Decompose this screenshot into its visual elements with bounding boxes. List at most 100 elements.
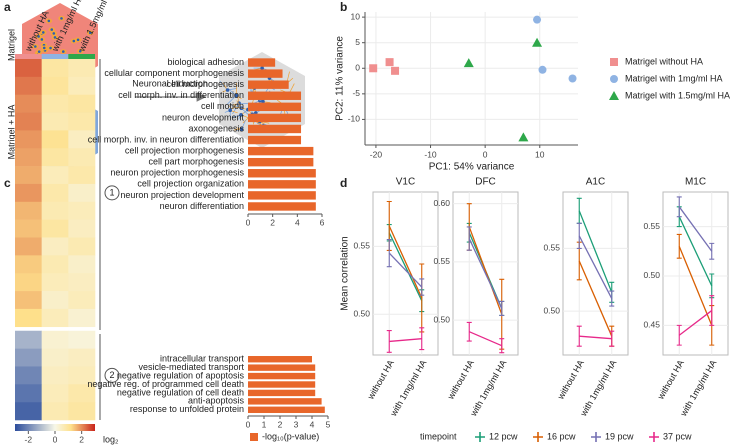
x-tick-label: 6 bbox=[320, 217, 325, 227]
category-label: negative regulation of apoptosis bbox=[117, 370, 245, 380]
legend-label: 37 pcw bbox=[663, 431, 692, 441]
legend-swatch bbox=[610, 58, 618, 66]
legend-swatch bbox=[591, 432, 601, 442]
point bbox=[568, 74, 577, 83]
chart-title: M1C bbox=[685, 177, 706, 188]
category-label: neuron differentiation bbox=[160, 201, 244, 211]
neuron bbox=[228, 108, 232, 113]
nucleus bbox=[78, 49, 82, 53]
heat-cell bbox=[68, 348, 96, 367]
heat-cell bbox=[15, 130, 42, 149]
y-tick-label: -10 bbox=[348, 114, 361, 124]
category-label: response to unfolded protein bbox=[130, 404, 244, 414]
nucleus bbox=[37, 35, 40, 38]
x-axis-label: PC1: 54% variance bbox=[429, 162, 515, 173]
nucleus bbox=[60, 17, 63, 20]
legend-swatch bbox=[250, 433, 258, 441]
heat-cell bbox=[15, 308, 42, 328]
heat-cell bbox=[41, 59, 69, 78]
chart-title: A1C bbox=[586, 177, 605, 188]
plot-frame bbox=[372, 191, 439, 356]
heat-cell bbox=[68, 76, 96, 95]
x-tick-label: 2 bbox=[278, 419, 283, 429]
neurite bbox=[228, 102, 240, 107]
error-bar bbox=[576, 325, 582, 347]
chart-title: DFC bbox=[475, 177, 496, 188]
legend-label: -log₁₀(p-value) bbox=[262, 431, 319, 441]
series-line bbox=[468, 331, 503, 347]
y-tick-label: 10 bbox=[351, 11, 361, 21]
x-tick-label: with 1mg/ml HA bbox=[678, 358, 719, 418]
neuron bbox=[239, 113, 243, 117]
bar bbox=[248, 80, 289, 89]
heat-cell bbox=[41, 402, 69, 421]
x-tick-label: -10 bbox=[424, 149, 437, 159]
matrigel-ha-label: Matrigel + HA bbox=[6, 105, 16, 160]
legend-swatch bbox=[475, 432, 485, 442]
error-bar bbox=[386, 330, 392, 353]
heat-cell bbox=[41, 201, 69, 220]
series-line bbox=[388, 225, 423, 299]
nucleus bbox=[76, 38, 80, 42]
y-tick-label: 0.50 bbox=[543, 305, 560, 315]
heat-cell bbox=[68, 148, 96, 167]
heat-cell bbox=[15, 76, 42, 95]
series-line bbox=[468, 226, 503, 315]
cluster-badge bbox=[104, 367, 120, 383]
x-tick-label: 10 bbox=[535, 149, 545, 159]
column-strip bbox=[15, 54, 42, 59]
x-tick-label: without HA bbox=[445, 358, 476, 402]
error-bar bbox=[466, 226, 472, 251]
bar bbox=[248, 191, 316, 200]
y-tick-label: 0.55 bbox=[543, 243, 560, 253]
bar bbox=[248, 398, 322, 405]
category-label: anti-apoptosis bbox=[188, 396, 245, 406]
neurite bbox=[227, 95, 237, 105]
y-tick-label: 0.55 bbox=[433, 256, 450, 266]
bar bbox=[248, 364, 316, 371]
x-tick-label: 4 bbox=[310, 419, 315, 429]
error-bar bbox=[709, 242, 715, 260]
bar bbox=[248, 146, 314, 156]
nucleus bbox=[34, 45, 37, 48]
heat-cell bbox=[41, 255, 69, 274]
heat-cell bbox=[15, 237, 42, 256]
y-tick-label: 0 bbox=[355, 63, 360, 73]
heat-cell bbox=[41, 219, 69, 238]
cluster-label: 2 bbox=[109, 370, 114, 380]
series-line bbox=[389, 338, 422, 343]
series-line bbox=[678, 310, 713, 336]
nucleus bbox=[49, 46, 52, 50]
series-line bbox=[468, 238, 503, 309]
nucleus bbox=[53, 36, 57, 39]
category-label: cell morphogenesis bbox=[166, 79, 244, 89]
heat-cell bbox=[15, 112, 42, 131]
point bbox=[533, 15, 542, 24]
colorbar bbox=[15, 424, 95, 431]
point bbox=[538, 65, 547, 74]
x-tick-label: with 1mg/ml HA bbox=[578, 358, 619, 418]
point bbox=[532, 37, 543, 47]
heat-cell bbox=[15, 166, 42, 185]
category-label: cell motion bbox=[201, 101, 244, 111]
legend-label: 16 pcw bbox=[547, 431, 576, 441]
column-strip bbox=[41, 54, 69, 59]
category-label: axonogenesis bbox=[188, 123, 244, 133]
x-tick-label: -20 bbox=[370, 149, 383, 159]
heat-cell bbox=[41, 366, 69, 385]
nucleus bbox=[37, 50, 41, 53]
bar bbox=[248, 135, 302, 145]
y-tick-label: 0.60 bbox=[433, 198, 450, 208]
error-bar bbox=[576, 222, 582, 249]
y-tick-label: 0.55 bbox=[353, 241, 370, 251]
legend-swatch bbox=[610, 75, 618, 83]
series-line bbox=[578, 235, 613, 299]
bar bbox=[248, 58, 276, 67]
heat-cell bbox=[41, 166, 69, 185]
bar bbox=[248, 406, 325, 413]
heat-cell bbox=[15, 366, 42, 385]
error-bar bbox=[609, 330, 615, 347]
heat-cell bbox=[41, 76, 69, 95]
heat-cell bbox=[68, 330, 96, 349]
